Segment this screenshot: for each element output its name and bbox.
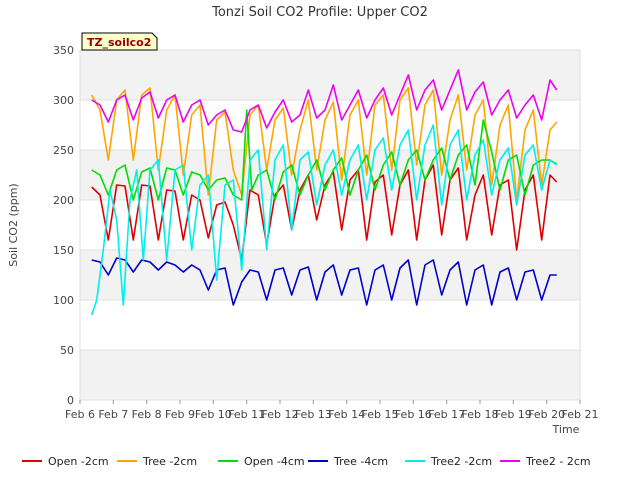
x-tick-label: Feb 13 [295, 408, 332, 421]
series-line-4 [91, 257, 557, 306]
y-tick-label: 350 [53, 44, 74, 57]
annotation-text: TZ_soilco2 [87, 36, 151, 49]
x-tick-label: Feb 11 [228, 408, 265, 421]
x-tick-label: Feb 6 [65, 408, 95, 421]
x-axis-label: Time [552, 423, 580, 436]
y-tick-label: 200 [53, 194, 74, 207]
y-tick-label: 150 [53, 244, 74, 257]
legend-label: Tree -4cm [333, 455, 388, 468]
y-tick-label: 100 [53, 294, 74, 307]
grid-band [80, 350, 580, 400]
x-tick-label: Feb 12 [262, 408, 299, 421]
y-grid [80, 49, 580, 401]
grid-band [80, 50, 580, 100]
series-lines [90, 69, 558, 316]
series-line-6 [91, 69, 558, 133]
y-tick-label: 0 [67, 394, 74, 407]
plot-background-bands [80, 50, 580, 400]
legend: Open -2cm Tree -2cm Open -4cm Tree -4cm Tree… [22, 455, 591, 468]
series-line-3 [91, 109, 558, 201]
x-tick-label: Feb 9 [165, 408, 195, 421]
y-axis-label: Soil CO2 (ppm) [7, 183, 20, 266]
legend-label: Tree -2cm [142, 455, 197, 468]
legend-label: Open -2cm [48, 455, 109, 468]
y-tick-label: 50 [60, 344, 74, 357]
x-tick-label: Feb 20 [528, 408, 565, 421]
x-tick-label: Feb 8 [132, 408, 162, 421]
x-tick-label: Feb 14 [328, 408, 365, 421]
x-tick-label: Feb 17 [428, 408, 465, 421]
series-line-5 [90, 124, 558, 316]
x-tick-label: Feb 10 [195, 408, 232, 421]
legend-label: Tree2 -2cm [430, 455, 492, 468]
grid-band [80, 250, 580, 300]
chart-title: Tonzi Soil CO2 Profile: Upper CO2 [211, 5, 428, 20]
annotation-badge: TZ_soilco2 [81, 32, 158, 51]
series-line-2 [91, 87, 558, 201]
x-tick-label: Feb 21 [562, 408, 599, 421]
y-tick-label: 300 [53, 94, 74, 107]
x-tick-label: Feb 18 [462, 408, 499, 421]
x-tick-label: Feb 7 [98, 408, 128, 421]
y-tick-label: 250 [53, 144, 74, 157]
y-tick-labels: 0 50 100 150 200 250 300 350 [53, 44, 74, 407]
x-tick-label: Feb 16 [395, 408, 432, 421]
legend-label: Tree2 - 2cm [525, 455, 591, 468]
legend-label: Open -4cm [244, 455, 305, 468]
series-line-1 [91, 164, 558, 261]
x-tick-label: Feb 19 [495, 408, 532, 421]
plot-area [79, 49, 581, 401]
x-tick-label: Feb 15 [362, 408, 399, 421]
